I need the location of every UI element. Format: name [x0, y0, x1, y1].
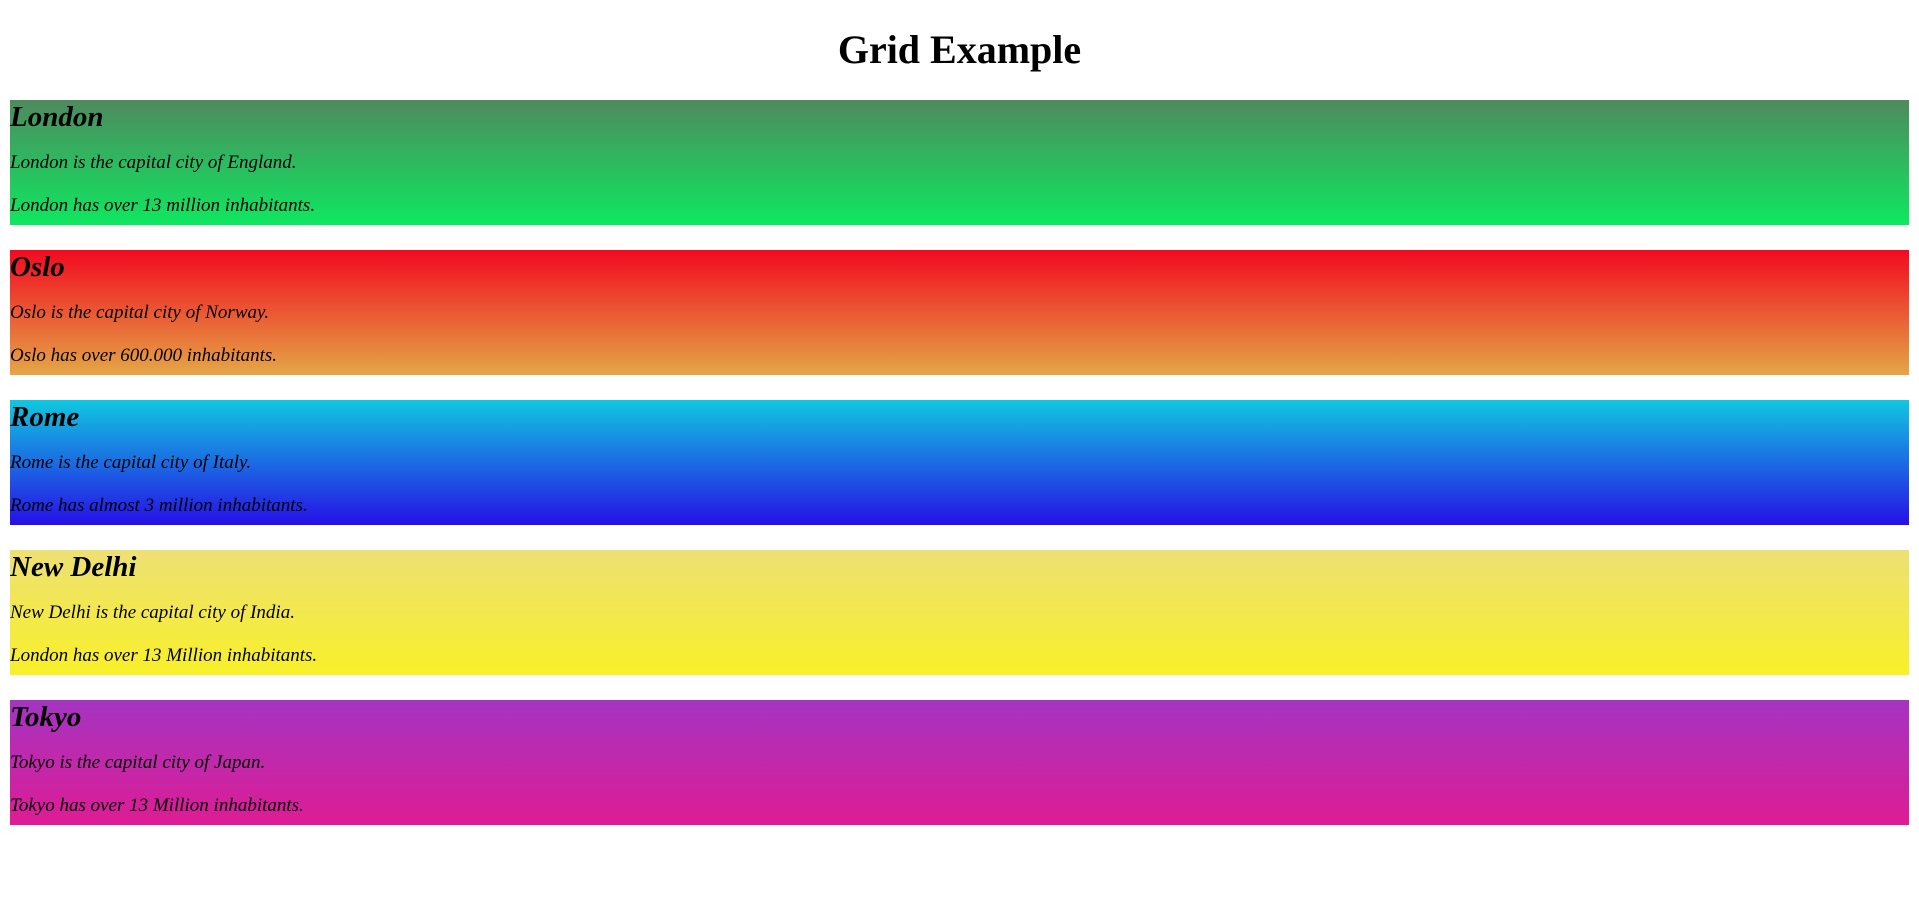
- city-capital-text: London is the capital city of England.: [10, 152, 297, 173]
- city-capital-text: Rome is the capital city of Italy.: [10, 452, 252, 473]
- city-card-london: London London is the capital city of Eng…: [10, 100, 1909, 225]
- city-card-new-delhi: New Delhi New Delhi is the capital city …: [10, 550, 1909, 675]
- city-grid: London London is the capital city of Eng…: [10, 100, 1909, 825]
- city-name: London: [10, 101, 104, 133]
- city-capital-text: Oslo is the capital city of Norway.: [10, 302, 270, 323]
- city-capital-text: Tokyo is the capital city of Japan.: [10, 752, 266, 773]
- city-card-tokyo: Tokyo Tokyo is the capital city of Japan…: [10, 700, 1909, 825]
- city-card-rome: Rome Rome is the capital city of Italy. …: [10, 400, 1909, 525]
- city-capital-text: New Delhi is the capital city of India.: [10, 602, 295, 623]
- city-name: Tokyo: [10, 701, 82, 733]
- city-population-text: London has over 13 Million inhabitants.: [10, 645, 318, 666]
- page-title: Grid Example: [837, 27, 1082, 72]
- city-population-text: Rome has almost 3 million inhabitants.: [10, 495, 308, 516]
- city-population-text: London has over 13 million inhabitants.: [10, 195, 316, 216]
- city-population-text: Tokyo has over 13 Million inhabitants.: [10, 795, 304, 816]
- city-name: Rome: [10, 401, 80, 433]
- city-name: Oslo: [10, 251, 65, 283]
- city-population-text: Oslo has over 600.000 inhabitants.: [10, 345, 278, 366]
- city-name: New Delhi: [10, 551, 137, 583]
- city-card-oslo: Oslo Oslo is the capital city of Norway.…: [10, 250, 1909, 375]
